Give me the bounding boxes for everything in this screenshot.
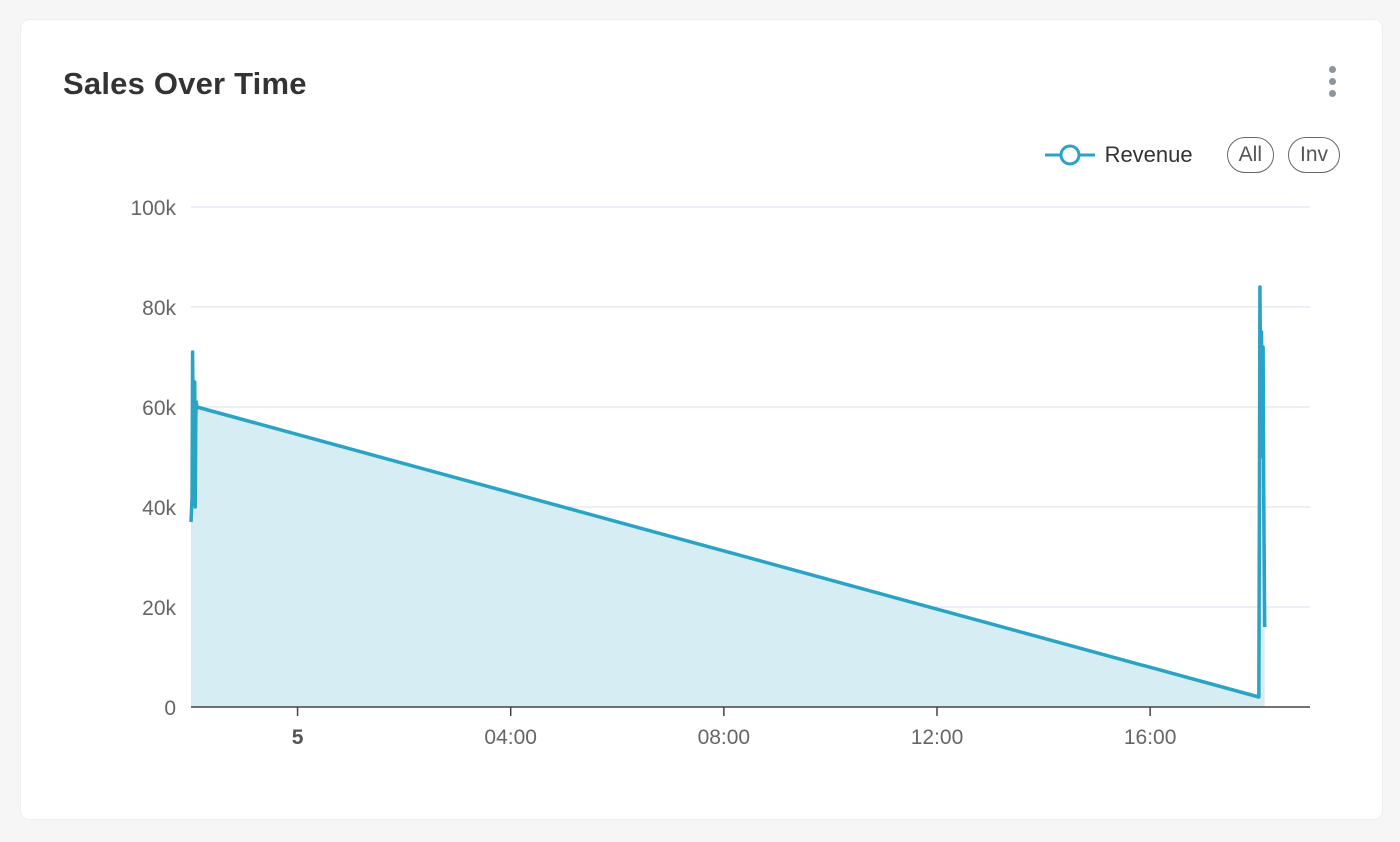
- filter-all-button[interactable]: All: [1226, 137, 1274, 173]
- x-tick-label: 12:00: [911, 726, 964, 749]
- y-tick-label: 60k: [142, 397, 176, 420]
- x-tick-label: 16:00: [1124, 726, 1177, 749]
- kebab-dot: [1328, 66, 1336, 73]
- y-axis-ticks: 0 20k 40k 60k 80k 100k: [130, 197, 176, 720]
- kebab-dot: [1328, 90, 1336, 97]
- legend-item-revenue[interactable]: Revenue: [1044, 142, 1193, 168]
- area-fill-layer: [191, 287, 1265, 707]
- y-tick-label: 0: [164, 697, 176, 720]
- x-tick-label: 08:00: [698, 726, 751, 749]
- y-tick-label: 40k: [142, 497, 176, 520]
- revenue-line: [189, 285, 1267, 699]
- y-tick-label: 100k: [130, 197, 176, 220]
- filter-inv-button[interactable]: Inv: [1287, 137, 1340, 173]
- y-tick-label: 20k: [142, 597, 176, 620]
- series-line-layer: [189, 285, 1267, 699]
- legend-label: Revenue: [1104, 142, 1193, 167]
- x-axis-ticks: 5 04:00 08:00 12:00 16:00: [292, 707, 1177, 749]
- y-tick-label: 80k: [142, 297, 176, 320]
- x-tick-label: 5: [292, 726, 304, 749]
- chart-legend: Revenue All Inv: [1044, 135, 1340, 175]
- chart-title: Sales Over Time: [63, 66, 307, 101]
- legend-line-marker-icon: [1044, 144, 1095, 166]
- kebab-dot: [1328, 78, 1336, 85]
- x-tick-label: 04:00: [484, 726, 537, 749]
- more-vertical-icon[interactable]: [1324, 66, 1340, 102]
- revenue-area: [191, 287, 1265, 707]
